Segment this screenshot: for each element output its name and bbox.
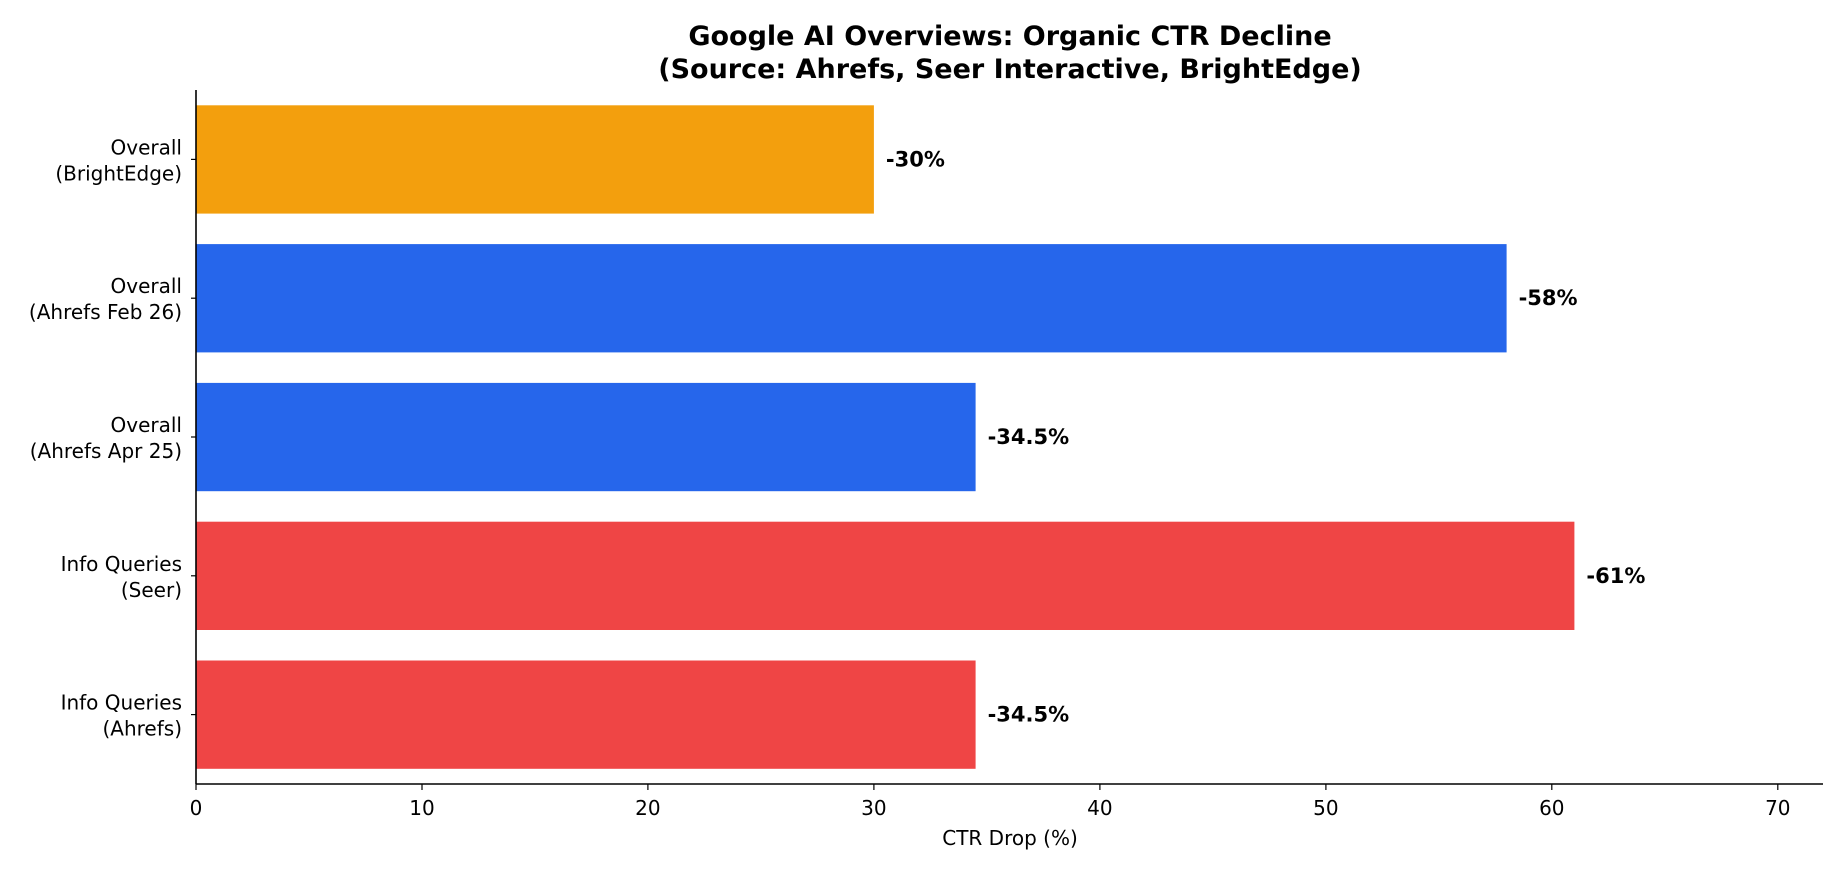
data-label-2: -34.5%	[988, 425, 1070, 449]
x-tick-label-5: 50	[1313, 796, 1338, 820]
data-label-0: -30%	[886, 147, 945, 171]
x-tick-label-3: 30	[861, 796, 886, 820]
y-tick-label-4-line-0: Info Queries	[61, 691, 182, 715]
y-tick-label-1-line-0: Overall	[111, 274, 182, 298]
x-tick-label-0: 0	[190, 796, 203, 820]
y-axis-ticks: Overall(BrightEdge)Overall(Ahrefs Feb 26…	[29, 135, 196, 741]
chart-title-line-1: Google AI Overviews: Organic CTR Decline	[688, 21, 1331, 52]
y-tick-label-4-line-1: (Ahrefs)	[102, 717, 182, 741]
chart-title-line-2: (Source: Ahrefs, Seer Interactive, Brigh…	[658, 54, 1362, 85]
y-tick-label-1-line-1: (Ahrefs Feb 26)	[29, 300, 182, 324]
x-tick-label-6: 60	[1539, 796, 1564, 820]
data-label-3: -61%	[1586, 564, 1645, 588]
x-tick-label-2: 20	[635, 796, 660, 820]
y-tick-label-0-line-0: Overall	[111, 135, 182, 159]
bars-layer	[196, 105, 1575, 769]
data-labels-layer: -30% -58% -34.5% -61% -34.5%	[886, 147, 1645, 726]
x-tick-label-1: 10	[409, 796, 434, 820]
bar-1	[196, 244, 1507, 353]
data-label-1: -58%	[1519, 286, 1578, 310]
x-tick-label-4: 40	[1087, 796, 1112, 820]
bar-2	[196, 382, 976, 492]
y-tick-label-2-line-1: (Ahrefs Apr 25)	[30, 439, 182, 463]
x-tick-label-7: 70	[1765, 796, 1790, 820]
x-axis-ticks: 0 10 20 30 40 50 60 70	[190, 784, 1791, 820]
y-tick-label-3-line-1: (Seer)	[121, 578, 182, 602]
y-tick-label-3-line-0: Info Queries	[61, 552, 182, 576]
bar-4	[196, 660, 976, 769]
bar-0	[196, 105, 874, 214]
y-tick-label-2-line-0: Overall	[111, 413, 182, 437]
bar-3	[196, 521, 1575, 630]
x-axis-label: CTR Drop (%)	[942, 826, 1078, 850]
y-tick-label-0-line-1: (BrightEdge)	[55, 161, 182, 185]
data-label-4: -34.5%	[988, 703, 1070, 727]
